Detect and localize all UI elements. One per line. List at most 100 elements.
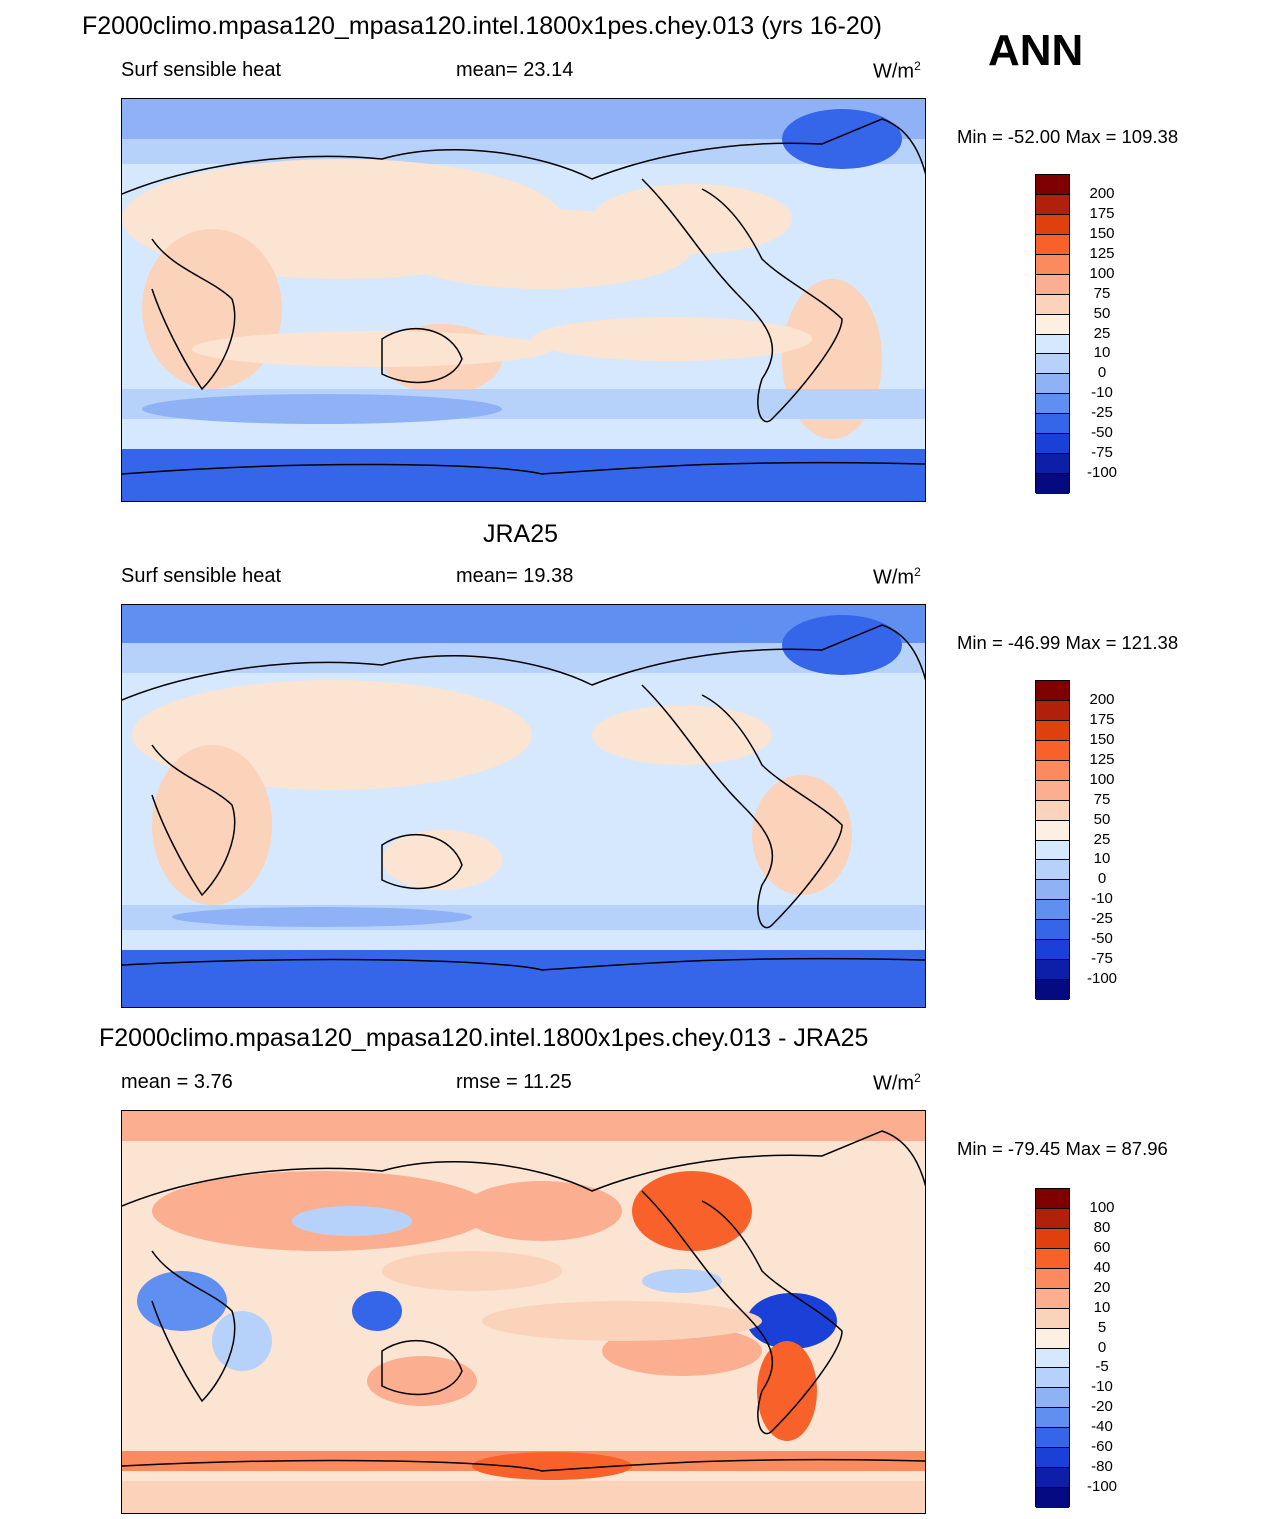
colorbar-tick-label: -10 [1091,384,1113,402]
colorbar-box [1036,414,1069,435]
colorbar-box [1036,1408,1069,1429]
colorbar-tick-label: 0 [1097,870,1107,888]
colorbar-tick-label: -50 [1091,424,1113,442]
colorbar-box [1036,1308,1069,1329]
panel3-minmax: Min = -79.45 Max = 87.96 [957,1138,1168,1159]
colorbar-box [1036,860,1069,881]
colorbar-tick-label: -75 [1091,444,1113,462]
colorbar-box [1036,1208,1069,1229]
panel1-map-field [122,99,925,501]
colorbar-box [1036,1348,1069,1369]
colorbar-tick-label: 50 [1093,810,1111,828]
colorbar-box [1036,274,1069,295]
panel1-colorbar [1035,174,1070,494]
colorbar-tick-label: 10 [1093,1298,1111,1316]
colorbar-box [1036,700,1069,721]
colorbar-box [1036,1368,1069,1389]
colorbar-tick-label: -60 [1091,1438,1113,1456]
main-title: F2000climo.mpasa120_mpasa120.intel.1800x… [82,12,883,40]
panel1-units: W/m2 [873,59,921,83]
colorbar-box [1036,1468,1069,1489]
colorbar-box [1036,1428,1069,1449]
colorbar-tick-label: -100 [1086,970,1118,988]
colorbar-box [1036,354,1069,375]
colorbar-tick-label: 75 [1093,284,1111,302]
panel3-section-title: F2000climo.mpasa120_mpasa120.intel.1800x… [99,1024,869,1052]
colorbar-box [1036,334,1069,355]
colorbar-tick-label: 25 [1093,830,1111,848]
colorbar-tick-label: -20 [1091,1398,1113,1416]
colorbar-tick-label: 125 [1089,750,1115,768]
colorbar-box [1036,314,1069,335]
panel1-minmax: Min = -52.00 Max = 109.38 [957,126,1179,147]
panel3-map-field [122,1111,925,1513]
panel3-colorbar [1035,1188,1070,1508]
colorbar-box [1036,1248,1069,1269]
colorbar-tick-label: 175 [1089,204,1115,222]
panel2-mean-label: mean= 19.38 [456,565,574,587]
season-label: ANN [988,26,1084,75]
colorbar-box [1036,840,1069,861]
colorbar-tick-label: 60 [1093,1238,1111,1256]
colorbar-tick-label: 200 [1089,690,1115,708]
colorbar-box [1036,234,1069,255]
colorbar-box [1036,820,1069,841]
colorbar-box [1036,1268,1069,1289]
colorbar-tick-label: 20 [1093,1278,1111,1296]
colorbar-tick-label: 125 [1089,244,1115,262]
colorbar-box [1036,1448,1069,1469]
colorbar-box [1036,1328,1069,1349]
panel2-colorbar [1035,680,1070,1000]
colorbar-tick-label: -10 [1091,1378,1113,1396]
colorbar-tick-label: 10 [1093,850,1111,868]
colorbar-tick-label: 25 [1093,324,1111,342]
colorbar-box [1036,374,1069,395]
colorbar-box [1036,254,1069,275]
panel1-mean-label: mean= 23.14 [456,59,574,81]
colorbar-box [1036,740,1069,761]
panel2-variable-label: Surf sensible heat [121,565,282,587]
colorbar-box [1036,681,1069,701]
colorbar-tick-label: 100 [1089,770,1115,788]
colorbar-tick-label: 0 [1097,1338,1107,1356]
colorbar-box [1036,800,1069,821]
panel2-map [121,604,926,1008]
colorbar-tick-label: 40 [1093,1258,1111,1276]
panel2-units: W/m2 [873,565,921,589]
colorbar-box [1036,760,1069,781]
colorbar-tick-label: -25 [1091,910,1113,928]
colorbar-box [1036,175,1069,195]
panel1-map [121,98,926,502]
colorbar-box [1036,980,1069,1000]
colorbar-tick-label: 150 [1089,730,1115,748]
colorbar-tick-label: -5 [1095,1358,1109,1376]
colorbar-tick-label: -25 [1091,404,1113,422]
colorbar-tick-label: -40 [1091,1418,1113,1436]
colorbar-box [1036,1388,1069,1409]
colorbar-box [1036,394,1069,415]
panel3-units: W/m2 [873,1071,921,1095]
panel2-section-title: JRA25 [483,520,559,548]
colorbar-tick-label: 200 [1089,184,1115,202]
colorbar-box [1036,920,1069,941]
panel3-mean-label: mean = 3.76 [121,1071,233,1093]
panel1-variable-label: Surf sensible heat [121,59,282,81]
colorbar-box [1036,900,1069,921]
colorbar-tick-label: -100 [1086,1478,1118,1496]
colorbar-tick-label: 75 [1093,790,1111,808]
colorbar-tick-label: 50 [1093,304,1111,322]
colorbar-box [1036,194,1069,215]
colorbar-box [1036,720,1069,741]
panel3-map [121,1110,926,1514]
colorbar-tick-label: 150 [1089,224,1115,242]
colorbar-tick-label: 175 [1089,710,1115,728]
panel3-rmse-label: rmse = 11.25 [456,1071,572,1093]
panel2-minmax: Min = -46.99 Max = 121.38 [957,632,1179,653]
panel2-map-field [122,605,925,1007]
colorbar-box [1036,294,1069,315]
colorbar-tick-label: -50 [1091,930,1113,948]
colorbar-tick-label: 80 [1093,1218,1111,1236]
colorbar-tick-label: 100 [1089,1198,1115,1216]
colorbar-box [1036,434,1069,455]
colorbar-tick-label: 0 [1097,364,1107,382]
